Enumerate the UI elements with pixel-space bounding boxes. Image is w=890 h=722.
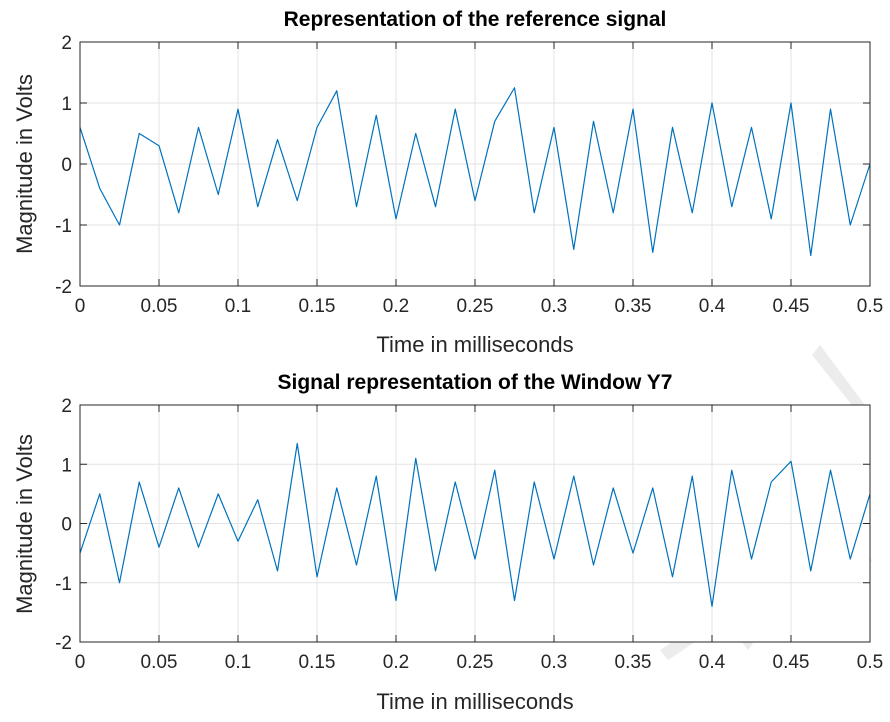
chart-title: Representation of the reference signal [284, 8, 667, 31]
x-axis-label: Time in milliseconds [376, 332, 573, 357]
x-tick-label: 0.45 [773, 296, 810, 317]
x-tick-label: 0 [75, 652, 86, 673]
x-tick-label: 0.45 [773, 652, 810, 673]
y-tick-label: 1 [61, 455, 72, 476]
signal-line-group [79, 87, 871, 257]
x-tick-label: 0.2 [383, 652, 409, 673]
x-tick-label: 0.3 [541, 652, 567, 673]
watermark-stroke [812, 345, 865, 415]
x-tick-label: 0.5 [857, 652, 883, 673]
signal-line-group [79, 442, 871, 608]
x-tick-label: 0.1 [225, 652, 251, 673]
chart-reference-signal: Representation of the reference signal 0… [12, 8, 883, 357]
x-tick-label: 0.25 [457, 652, 494, 673]
x-tick-label: 0.15 [299, 652, 336, 673]
y-tick-label: -1 [55, 574, 72, 595]
chart-title: Signal representation of the Window Y7 [278, 371, 673, 394]
y-tick-label: -1 [55, 216, 72, 237]
y-axis-label: Magnitude in Volts [12, 434, 37, 614]
ticks: 0 0.05 0.1 0.15 0.2 0.25 0.3 0.35 0.4 0.45 0.5 -2 -1… [55, 33, 883, 317]
x-tick-label: 0 [75, 296, 86, 317]
grid [80, 42, 870, 286]
chart-window-y7: Signal representation of the Window Y7 0… [12, 371, 883, 714]
y-tick-label: 0 [61, 515, 72, 536]
x-tick-label: 0.05 [141, 652, 178, 673]
y-tick-label: -2 [55, 633, 72, 654]
y-tick-label: 1 [61, 94, 72, 115]
x-tick-label: 0.05 [141, 296, 178, 317]
x-tick-label: 0.15 [299, 296, 336, 317]
y-axis-label: Magnitude in Volts [12, 74, 37, 254]
grid [80, 405, 870, 642]
y-tick-label: 0 [61, 155, 72, 176]
ticks: 0 0.05 0.1 0.15 0.2 0.25 0.3 0.35 0.4 0.45 0.5 -2 -1… [55, 396, 883, 673]
x-tick-label: 0.1 [225, 296, 251, 317]
y-tick-label: -2 [55, 277, 72, 298]
x-tick-label: 0.3 [541, 296, 567, 317]
x-tick-label: 0.35 [615, 652, 652, 673]
x-tick-label: 0.2 [383, 296, 409, 317]
y-tick-label: 2 [61, 33, 72, 54]
y-tick-label: 2 [61, 396, 72, 417]
x-tick-label: 0.25 [457, 296, 494, 317]
x-tick-label: 0.4 [699, 296, 726, 317]
x-tick-label: 0.35 [615, 296, 652, 317]
x-tick-label: 0.4 [699, 652, 726, 673]
x-axis-label: Time in milliseconds [376, 689, 573, 714]
x-tick-label: 0.5 [857, 296, 883, 317]
